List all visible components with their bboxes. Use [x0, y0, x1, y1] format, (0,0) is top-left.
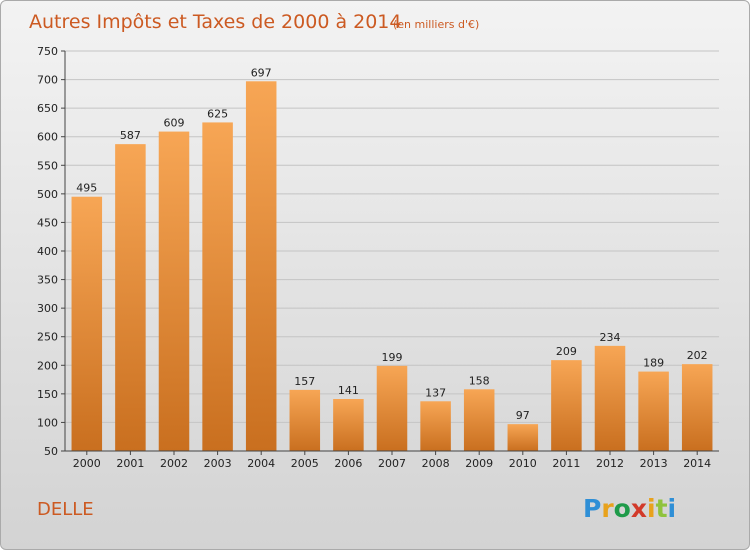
logo-letter: t: [656, 494, 668, 523]
y-tick-label: 300: [37, 302, 58, 315]
bar: [71, 196, 103, 451]
y-tick-label: 500: [37, 188, 58, 201]
x-tick-label: 2012: [596, 457, 624, 470]
y-tick-label: 150: [37, 388, 58, 401]
bar-value-label: 587: [120, 129, 141, 142]
x-tick-label: 2004: [247, 457, 275, 470]
bars: 495 587 609 625 697 157 141 199 137 158 97 209 234 18…: [71, 66, 713, 452]
bar-value-label: 609: [164, 117, 185, 130]
bar: [420, 401, 451, 451]
bar-value-label: 202: [687, 349, 708, 362]
bar-value-label: 495: [76, 182, 97, 195]
bar: [202, 122, 233, 451]
y-axis: 50 100 150 200 250 300 350 400 450 500 550 600 650 70…: [37, 45, 65, 458]
logo-letter: r: [601, 494, 614, 523]
x-tick-label: 2014: [683, 457, 711, 470]
logo-letter: i: [668, 494, 677, 523]
logo-letter: o: [614, 494, 631, 523]
y-tick-label: 750: [37, 45, 58, 58]
bar: [463, 389, 495, 451]
bar: [376, 365, 408, 451]
bar: [333, 399, 364, 451]
y-tick-label: 550: [37, 159, 58, 172]
x-tick-label: 2007: [378, 457, 406, 470]
bar: [115, 144, 146, 451]
bar-value-label: 209: [556, 345, 577, 358]
bar: [158, 131, 190, 452]
x-tick-label: 2006: [334, 457, 362, 470]
bar-value-label: 157: [294, 375, 315, 388]
logo-letter: x: [631, 494, 647, 523]
chart-subtitle: (en milliers d'€): [393, 18, 479, 31]
bar-value-label: 189: [643, 357, 664, 370]
bar: [594, 345, 626, 451]
y-tick-label: 250: [37, 331, 58, 344]
y-tick-label: 400: [37, 245, 58, 258]
x-tick-label: 2009: [465, 457, 493, 470]
bar-value-label: 137: [425, 386, 446, 399]
x-tick-label: 2011: [552, 457, 580, 470]
bar-value-label: 697: [251, 66, 272, 79]
bar: [681, 364, 713, 451]
bar: [289, 389, 321, 451]
bar: [245, 81, 277, 452]
y-tick-label: 100: [37, 416, 58, 429]
bar-value-label: 97: [516, 409, 530, 422]
proxiti-logo: Proxiti: [583, 494, 676, 523]
bar-value-label: 234: [600, 331, 621, 344]
bar-value-label: 141: [338, 384, 359, 397]
bar-value-label: 625: [207, 107, 228, 120]
bar: [638, 371, 669, 451]
y-tick-label: 450: [37, 216, 58, 229]
y-tick-label: 600: [37, 131, 58, 144]
y-tick-label: 200: [37, 359, 58, 372]
logo-letter: i: [647, 494, 656, 523]
x-tick-label: 2008: [422, 457, 450, 470]
chart-title: Autres Impôts et Taxes de 2000 à 2014: [29, 11, 402, 33]
x-tick-label: 2003: [204, 457, 232, 470]
x-tick-label: 2005: [291, 457, 319, 470]
bar-value-label: 199: [382, 351, 403, 364]
y-tick-label: 50: [44, 445, 58, 458]
bar-value-label: 158: [469, 374, 490, 387]
x-tick-label: 2013: [640, 457, 668, 470]
y-tick-label: 700: [37, 74, 58, 87]
place-label: DELLE: [37, 499, 94, 520]
y-tick-label: 350: [37, 274, 58, 287]
bar: [551, 360, 582, 451]
bar: [507, 424, 539, 451]
x-tick-label: 2000: [73, 457, 101, 470]
x-tick-label: 2010: [509, 457, 537, 470]
logo-letter: P: [583, 494, 601, 523]
x-axis: 2000 2001 2002 2003 2004 2005 2006 2007 2008 2009…: [73, 451, 711, 470]
x-tick-label: 2002: [160, 457, 188, 470]
x-tick-label: 2001: [116, 457, 144, 470]
y-tick-label: 650: [37, 102, 58, 115]
